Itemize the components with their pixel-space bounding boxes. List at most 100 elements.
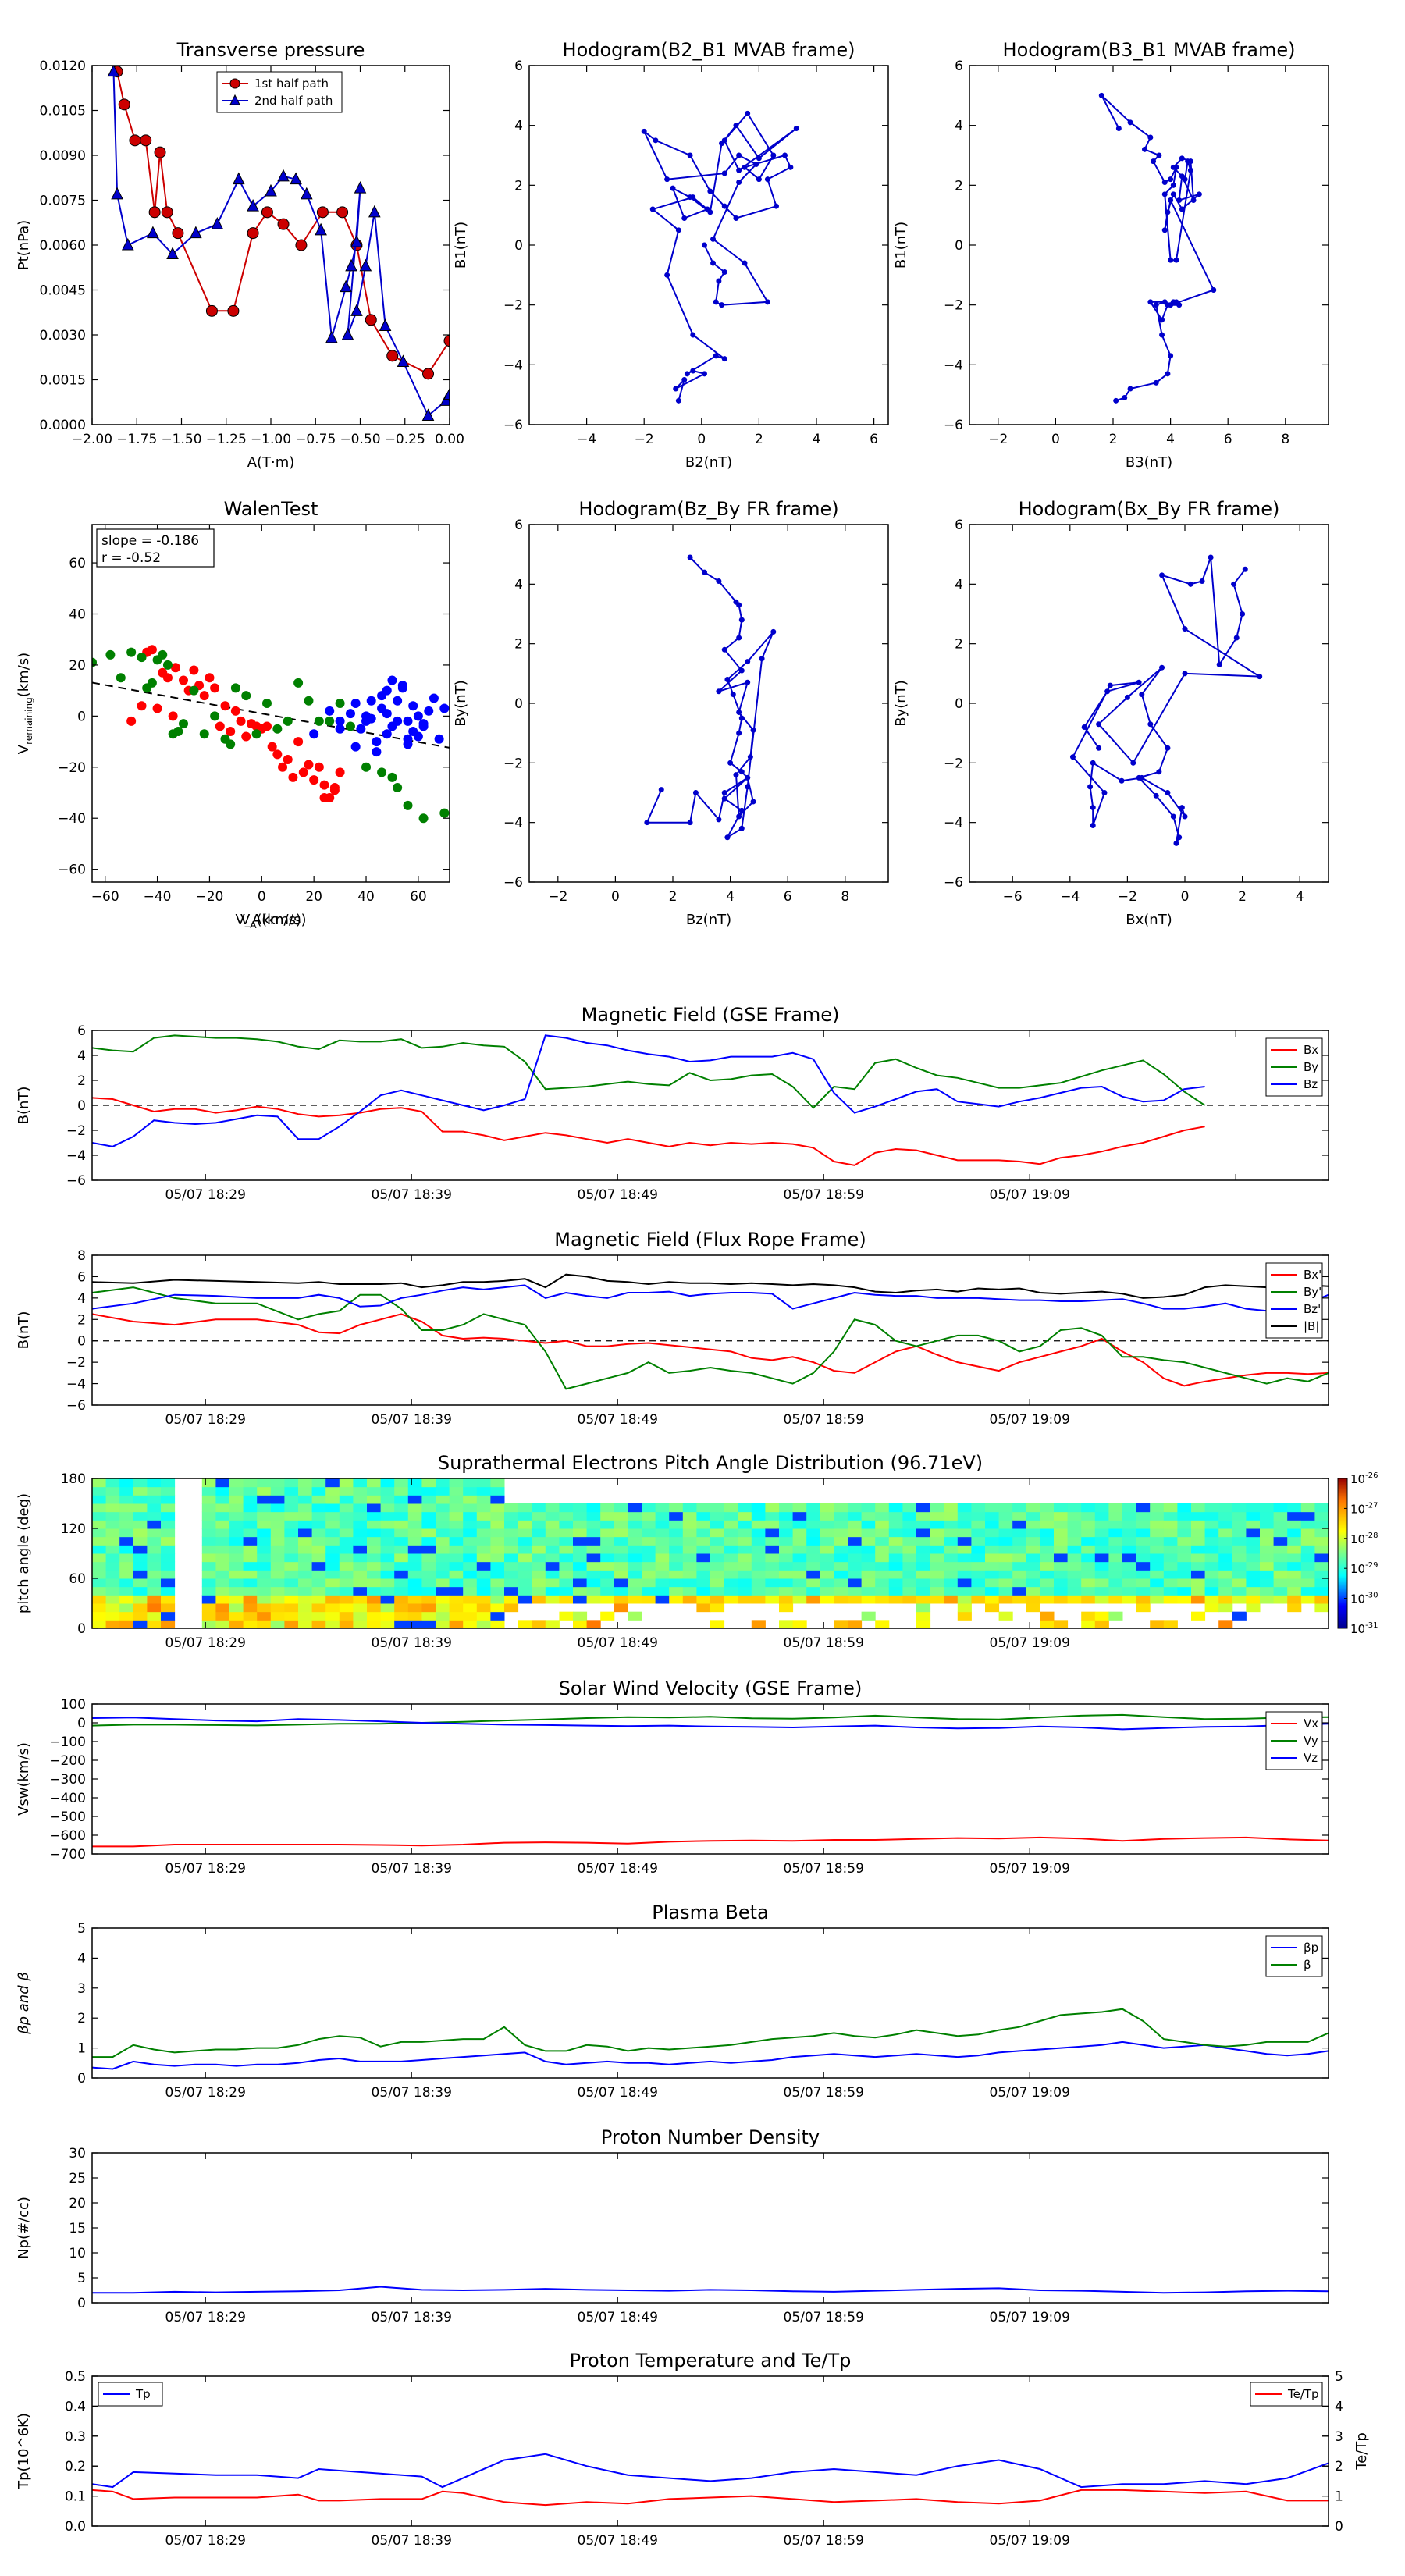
pad-cell	[1054, 1511, 1069, 1521]
bgse-series-2-line	[92, 1034, 1205, 1147]
pad-cell	[751, 1595, 766, 1604]
pad-cell	[215, 1545, 230, 1554]
pad-cell	[1260, 1520, 1275, 1529]
walen-series-1-point	[393, 782, 403, 792]
bgse-xtick-label: 05/07 18:39	[372, 1187, 452, 1203]
pad-cell	[229, 1486, 244, 1496]
pad-cell	[1150, 1528, 1165, 1538]
pad-cell	[284, 1570, 299, 1579]
pad-cell	[1108, 1570, 1123, 1579]
pad-cell	[848, 1570, 863, 1579]
pad-cell	[463, 1611, 478, 1621]
walen-series-1-point	[251, 729, 261, 739]
pad-cell	[1191, 1611, 1206, 1621]
pad-cell	[779, 1561, 794, 1571]
h23-series-0-point	[721, 170, 727, 176]
pad-panel: Suprathermal Electrons Pitch Angle Distr…	[16, 1452, 1378, 1651]
walen-ytick-label: 60	[69, 556, 86, 571]
hx-ytick-label: 4	[955, 577, 963, 592]
pad-cell	[422, 1536, 436, 1546]
pad-cell	[1246, 1603, 1261, 1613]
pad-cell	[820, 1528, 834, 1538]
pad-cell	[257, 1503, 272, 1513]
walen-series-1-point	[345, 721, 355, 731]
pad-cell	[559, 1520, 574, 1529]
tp-ylabel: Te/Tp	[1353, 2432, 1370, 2471]
hx-series-0-point	[1107, 682, 1113, 688]
pad-cell	[1150, 1561, 1165, 1571]
walen-series-0-point	[329, 782, 340, 792]
pad-cell	[422, 1520, 436, 1529]
walen-annotation-line: slope = -0.186	[101, 533, 199, 549]
pad-cell	[449, 1486, 464, 1496]
pad-cell	[422, 1545, 436, 1554]
pad-cell	[738, 1561, 752, 1571]
pad-cell	[367, 1578, 382, 1588]
hx-series-0-point	[1242, 566, 1248, 572]
pad-cell	[765, 1511, 780, 1521]
pad-cell	[1273, 1528, 1288, 1538]
pad-cell	[614, 1603, 628, 1613]
pad-cell	[888, 1503, 903, 1513]
hx-series-0-line	[1072, 557, 1263, 844]
pt-series-0-point	[227, 304, 240, 317]
pad-cell	[628, 1611, 642, 1621]
pad-cell	[971, 1503, 986, 1513]
tp-ytick-label: 0.3	[65, 2429, 86, 2445]
pad-cell	[201, 1495, 216, 1504]
pad-cell	[105, 1545, 120, 1554]
pad-cell	[985, 1570, 1000, 1579]
h23-series-0-point	[707, 209, 713, 215]
pad-cell	[243, 1586, 258, 1596]
pad-cell	[201, 1520, 216, 1529]
pt-series-1-point	[147, 226, 159, 239]
pad-cell	[257, 1511, 272, 1521]
pad-cell	[834, 1520, 848, 1529]
pad-cell	[490, 1495, 505, 1504]
vsw-xtick-label: 05/07 18:59	[784, 1861, 864, 1877]
pad-cell	[848, 1620, 863, 1629]
walen-series-2-point	[408, 726, 418, 736]
pad-cell	[944, 1578, 959, 1588]
pt-series-1-point	[422, 408, 435, 421]
pad-cell	[1122, 1578, 1137, 1588]
pad-cell	[1150, 1511, 1165, 1521]
pad-cell	[957, 1586, 972, 1596]
pad-cell	[1012, 1586, 1027, 1596]
h31-series-0-point	[1196, 191, 1202, 197]
h31-series-0-point	[1161, 227, 1168, 233]
h31-series-0-point	[1151, 158, 1157, 165]
pad-cell	[325, 1553, 340, 1563]
pad-cell	[573, 1545, 588, 1554]
pad-cell	[861, 1578, 876, 1588]
pad-cell	[998, 1561, 1013, 1571]
pad-cell	[1204, 1595, 1219, 1604]
pad-cell	[407, 1520, 422, 1529]
walen-series-2-point	[372, 737, 382, 747]
pad-cell	[1260, 1586, 1275, 1596]
pad-cell	[834, 1586, 848, 1596]
walen-series-0-point	[335, 767, 345, 777]
pt-series-1-point	[345, 258, 357, 272]
h31-series-0-point	[1165, 209, 1171, 215]
pad-cell	[436, 1553, 450, 1563]
vsw-ytick-label: −100	[49, 1735, 86, 1750]
pad-cell	[284, 1536, 299, 1546]
pt-ytick-label: 0.0030	[40, 328, 86, 343]
pad-cell	[367, 1520, 382, 1529]
pad-cell	[792, 1503, 807, 1513]
hx-xtick-label: 0	[1181, 889, 1190, 905]
pad-cell	[243, 1570, 258, 1579]
pad-cell	[614, 1561, 628, 1571]
bfr-legend-label: |B|	[1304, 1319, 1319, 1333]
walen-title: WalenTest	[224, 498, 318, 520]
h23-ylabel: B1(nT)	[453, 222, 469, 269]
pad-cell	[353, 1511, 368, 1521]
pad-cell	[476, 1561, 491, 1571]
h23-series-0-point	[736, 180, 742, 185]
bfr-xtick-label: 05/07 18:59	[784, 1412, 864, 1428]
pad-cell	[1232, 1578, 1247, 1588]
pad-cell	[257, 1545, 272, 1554]
pad-cell	[1054, 1578, 1069, 1588]
pad-cell	[490, 1561, 505, 1571]
